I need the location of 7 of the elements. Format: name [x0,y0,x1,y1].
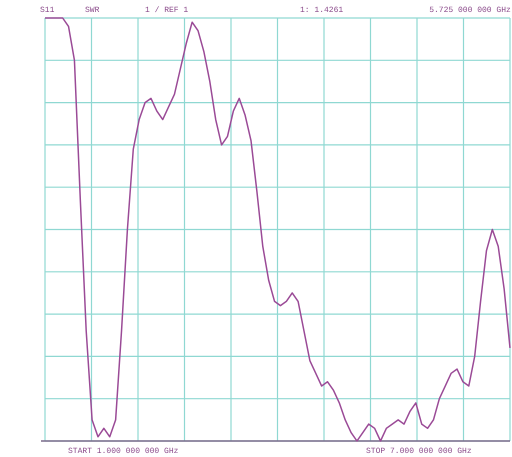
text: 1 / REF 1 [145,6,188,15]
text: S11 [40,6,55,15]
text: 1: 1.4261 [300,6,344,15]
text: STOP 7.000 000 000 GHz [366,447,472,456]
text: 5.725 000 000 GHz [429,6,511,15]
text: SWR [85,6,100,15]
text: START 1.000 000 000 GHz [68,447,179,456]
